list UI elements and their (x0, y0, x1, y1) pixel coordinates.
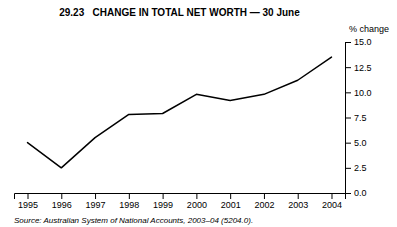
y-tick-mark (345, 92, 351, 93)
x-tick-label: 2003 (288, 200, 308, 210)
y-axis-title: % change (349, 24, 389, 34)
x-tick: 1999 (153, 193, 173, 210)
y-tick: 15.0 (345, 37, 372, 47)
x-tick: 2001 (221, 193, 241, 210)
x-tick-label: 2004 (322, 200, 342, 210)
y-tick-label: 2.5 (354, 163, 367, 173)
x-tick-mark (230, 193, 231, 199)
x-tick-mark (129, 193, 130, 199)
x-tick-mark (331, 193, 332, 199)
x-tick-mark (61, 193, 62, 199)
x-tick-label: 1996 (52, 200, 72, 210)
y-tick: 2.5 (345, 163, 367, 173)
x-tick-label: 1997 (86, 200, 106, 210)
x-tick-mark (298, 193, 299, 199)
y-tick-mark (345, 118, 351, 119)
y-tick-label: 15.0 (354, 37, 372, 47)
y-tick-mark (345, 143, 351, 144)
y-axis: 0.0 2.5 5.0 7.5 10.0 12.5 15.0 (345, 37, 372, 198)
title: 29.23 CHANGE IN TOTAL NET WORTH — 30 Jun… (59, 7, 300, 18)
y-tick-mark (345, 193, 351, 194)
x-axis-line (15, 194, 346, 200)
x-axis: 1995 1996 1997 1998 1999 2000 2001 2002 2003 2004 (15, 193, 346, 210)
x-tick-mark (163, 193, 164, 199)
line (28, 57, 332, 168)
x-tick: 2003 (288, 193, 308, 210)
x-tick-mark (196, 193, 197, 199)
y-tick: 7.5 (345, 113, 367, 123)
y-axis-line (346, 43, 352, 194)
x-tick-mark (264, 193, 265, 199)
x-tick: 2004 (322, 193, 342, 210)
x-tick: 1996 (52, 193, 72, 210)
y-tick-label: 0.0 (354, 188, 367, 198)
x-tick: 2000 (187, 193, 207, 210)
y-tick: 0.0 (345, 188, 367, 198)
x-tick-label: 1995 (18, 200, 38, 210)
x-tick-label: 2001 (221, 200, 241, 210)
x-tick-label: 2000 (187, 200, 207, 210)
x-tick-mark (95, 193, 96, 199)
y-tick-label: 12.5 (354, 63, 372, 73)
x-tick: 1997 (86, 193, 106, 210)
y-tick-mark (345, 67, 351, 68)
source-note: Source: Australian System of National Ac… (14, 216, 253, 225)
y-tick-label: 10.0 (354, 88, 372, 98)
x-tick-label: 2002 (254, 200, 274, 210)
x-tick: 1995 (18, 193, 38, 210)
chart: 1995 1996 1997 1998 1999 2000 2001 2002 2003 2004… (0, 0, 397, 227)
x-tick-label: 1998 (119, 200, 139, 210)
y-tick: 5.0 (345, 138, 367, 148)
plot: 1995 1996 1997 1998 1999 2000 2001 2002 2003 2004… (15, 37, 372, 210)
y-tick-mark (345, 42, 351, 43)
x-tick: 1998 (119, 193, 139, 210)
y-tick: 12.5 (345, 63, 372, 73)
marks (28, 57, 332, 168)
y-tick-label: 7.5 (354, 113, 367, 123)
y-tick: 10.0 (345, 88, 372, 98)
x-tick-mark (28, 193, 29, 199)
y-tick-label: 5.0 (354, 138, 367, 148)
y-tick-mark (345, 168, 351, 169)
x-tick-label: 1999 (153, 200, 173, 210)
x-tick: 2002 (254, 193, 274, 210)
